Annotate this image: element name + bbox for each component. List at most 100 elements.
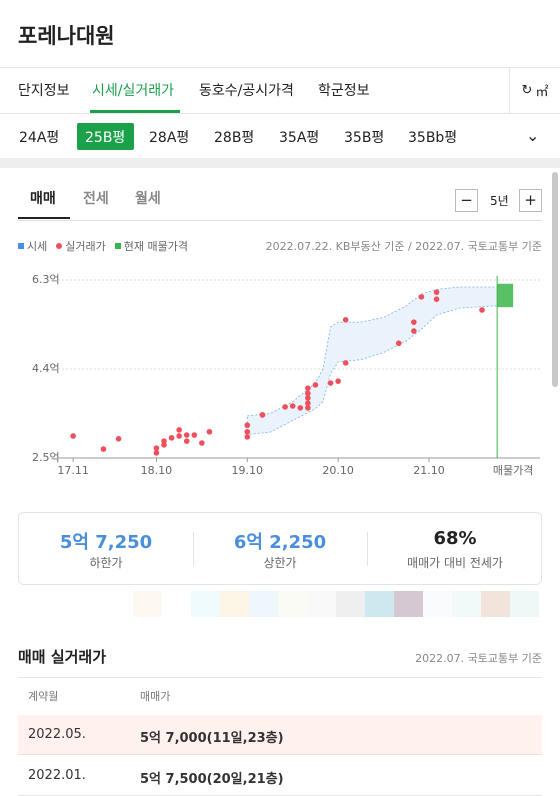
trade-point: [305, 400, 311, 406]
color-tile: [365, 591, 394, 617]
trade-point: [411, 328, 417, 334]
legend-swatch: [114, 243, 121, 249]
tab[interactable]: 동호수/공시가격: [199, 83, 294, 99]
scrollbar: [552, 172, 558, 387]
deal-underline: [18, 217, 70, 219]
x-tick-label: 21.10: [413, 464, 445, 477]
trades-title: 매매 실거래가: [18, 648, 107, 666]
color-tile: [220, 591, 249, 617]
deal-tab[interactable]: 매매: [30, 191, 56, 207]
trade-point: [199, 440, 205, 446]
page: 포레나대원 단지정보 시세/실거래가 동호수/공시가격 학군정보 ↻ ㎡ 24A평 25B…: [0, 24, 560, 796]
deal-tab[interactable]: 월세: [135, 191, 161, 207]
summary-value: 68%: [433, 528, 477, 549]
tab-underline: [90, 110, 180, 113]
trade-point: [244, 422, 251, 429]
summary-label: 상한가: [263, 556, 297, 570]
y-tick-label: 6.3억: [32, 273, 60, 286]
trade-point: [433, 296, 440, 303]
color-tile: [307, 591, 336, 617]
legend-item: 시세: [18, 238, 47, 254]
size-chip-active: [77, 123, 134, 150]
y-tick-label: 2.5억: [32, 451, 60, 464]
x-tick-label: 18.10: [141, 464, 173, 477]
trade-cell: 5억 7,500(20일,21층): [140, 772, 284, 787]
trade-point: [176, 427, 182, 433]
tab[interactable]: 단지정보: [18, 83, 70, 99]
tab[interactable]: 학군정보: [318, 83, 370, 99]
summary-label: 하한가: [89, 556, 123, 570]
trade-point: [305, 390, 311, 397]
section-gap: [0, 158, 560, 168]
size-chip[interactable]: 28A평: [149, 130, 190, 146]
trade-point: [153, 445, 160, 451]
trade-point: [327, 380, 334, 386]
unit-toggle[interactable]: ↻ ㎡: [509, 68, 560, 113]
listing-label: 매물가격: [493, 464, 533, 477]
size-chip[interactable]: 35B평: [344, 130, 385, 146]
trade-point: [244, 434, 251, 440]
price-band: [246, 286, 498, 436]
deal-tab[interactable]: 전세: [83, 191, 109, 207]
trade-point: [206, 428, 213, 435]
trade-cell: 2022.05.: [28, 727, 86, 742]
title: 포레나대원: [18, 24, 115, 48]
legend-item: 현재 매물가격: [114, 238, 188, 254]
trade-point: [161, 438, 167, 444]
divider: [18, 220, 542, 221]
divider: [0, 113, 560, 114]
trade-point: [191, 432, 198, 438]
summary-value: 5억 7,250: [59, 532, 153, 553]
size-chip[interactable]: 35Bb평: [408, 130, 458, 146]
source: 2022.07.22. KB부동산 기준 / 2022.07. 국토교통부 기준: [265, 240, 542, 253]
legend-label: 시세: [27, 240, 48, 253]
legend-item: 실거래가: [56, 238, 106, 254]
color-tile: [481, 591, 510, 617]
trade-point: [244, 428, 251, 435]
divider: [0, 67, 560, 68]
x-tick-label: 20.10: [322, 464, 354, 477]
trade-point: [176, 433, 182, 439]
tab[interactable]: 시세/실거래가: [92, 83, 174, 99]
column-header: 계약월: [28, 690, 59, 703]
listing-range: [497, 283, 514, 308]
trade-point: [153, 450, 160, 456]
summary-value: 6억 2,250: [233, 532, 327, 553]
trade-point: [183, 432, 190, 438]
trade-point: [305, 385, 311, 392]
color-tile: [162, 591, 191, 617]
summary-divider: [193, 532, 194, 566]
expand-chevron[interactable]: ⌄: [526, 126, 540, 145]
size-chip[interactable]: 35A평: [279, 130, 320, 146]
column-header: 매매가: [140, 690, 171, 703]
size-chip[interactable]: 28B평: [214, 130, 255, 146]
color-tile: [510, 591, 539, 617]
color-tile: [423, 591, 452, 617]
color-tile: [133, 591, 162, 617]
trade-point: [395, 340, 402, 347]
color-tile: [249, 591, 278, 617]
trade-point: [100, 446, 107, 452]
size-chip[interactable]: 25B평: [85, 130, 126, 146]
trade-point: [312, 382, 319, 388]
trade-point: [183, 438, 190, 444]
x-tick-label: 19.10: [232, 464, 264, 477]
color-tile: [394, 591, 423, 617]
trade-point: [289, 403, 296, 409]
legend-label: 실거래가: [65, 240, 106, 253]
trade-point: [305, 405, 311, 411]
trade-point: [335, 378, 341, 384]
trade-cell: 2022.01.: [28, 768, 86, 783]
size-chip[interactable]: 24A평: [19, 130, 60, 146]
trade-point: [342, 360, 349, 366]
period-minus[interactable]: −: [455, 189, 478, 212]
trades-source: 2022.07. 국토교통부 기준: [415, 652, 542, 665]
color-tile: [191, 591, 220, 617]
trade-point: [342, 317, 349, 323]
trade-point: [259, 412, 266, 418]
period-label: 5년: [490, 194, 509, 208]
legend-label: 현재 매물가격: [123, 240, 188, 253]
legend-swatch: [18, 243, 24, 249]
period-plus[interactable]: +: [519, 189, 542, 212]
